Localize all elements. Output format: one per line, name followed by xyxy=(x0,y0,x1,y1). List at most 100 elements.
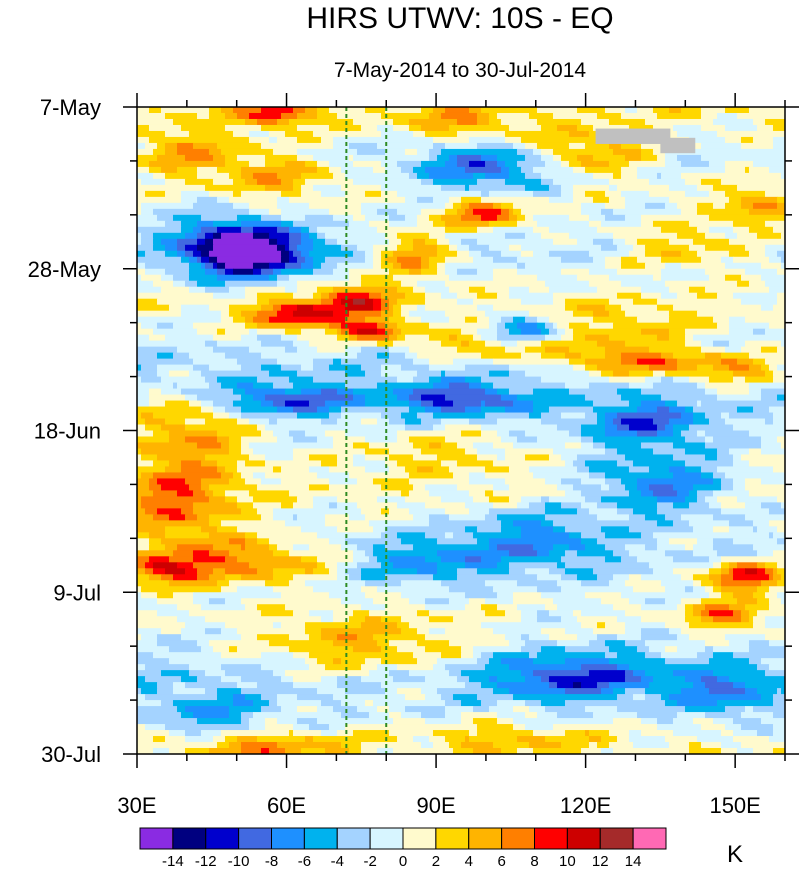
contour-cell xyxy=(549,610,574,617)
contour-cell xyxy=(721,748,738,754)
contour-cell xyxy=(421,400,434,408)
contour-cell xyxy=(741,136,754,144)
contour-cell xyxy=(257,682,294,689)
contour-cell xyxy=(625,640,646,647)
contour-cell xyxy=(193,592,282,599)
contour-cell xyxy=(145,190,166,198)
contour-cell xyxy=(141,454,158,462)
contour-cell xyxy=(137,622,186,629)
contour-cell xyxy=(265,394,354,402)
contour-cell xyxy=(561,454,578,462)
contour-cell xyxy=(137,107,150,114)
contour-cell xyxy=(285,604,362,611)
contour-cell xyxy=(749,388,762,396)
contour-cell xyxy=(449,244,458,252)
contour-cell xyxy=(397,160,422,168)
contour-cell xyxy=(361,364,382,372)
contour-cell xyxy=(269,748,286,754)
contour-cell xyxy=(661,268,706,276)
contour-cell xyxy=(449,640,510,647)
contour-cell xyxy=(733,736,770,743)
contour-cell xyxy=(189,352,226,360)
contour-cell xyxy=(429,334,450,342)
contour-cell xyxy=(749,382,785,390)
contour-cell xyxy=(697,490,714,497)
contour-cell xyxy=(509,484,558,492)
contour-cell xyxy=(293,454,310,462)
contour-cell xyxy=(497,154,526,162)
contour-cell xyxy=(141,376,162,384)
contour-cell xyxy=(733,484,746,492)
contour-cell xyxy=(341,298,354,306)
contour-cell xyxy=(229,448,242,456)
contour-cell xyxy=(137,412,142,420)
contour-cell xyxy=(601,598,630,605)
contour-cell xyxy=(137,544,150,551)
contour-cell xyxy=(781,598,785,605)
contour-cell xyxy=(293,406,318,414)
contour-cell xyxy=(565,628,594,635)
contour-cell xyxy=(137,724,146,731)
contour-cell xyxy=(353,454,366,462)
contour-cell xyxy=(669,694,762,701)
contour-cell xyxy=(641,730,674,737)
contour-cell xyxy=(669,466,686,474)
contour-cell xyxy=(325,328,338,336)
contour-cell xyxy=(385,460,398,468)
contour-cell xyxy=(721,502,746,509)
contour-cell xyxy=(597,418,606,426)
contour-cell xyxy=(509,562,558,569)
contour-cell xyxy=(709,568,722,575)
contour-cell xyxy=(581,748,602,754)
contour-cell xyxy=(753,118,766,126)
contour-cell xyxy=(297,304,314,312)
contour-cell xyxy=(773,466,785,474)
x-axis: 30E 60E 90E 120E 150E xyxy=(117,93,786,818)
contour-cell xyxy=(513,718,614,725)
contour-cell xyxy=(373,598,410,605)
y-tick-label: 30-Jul xyxy=(41,742,101,767)
contour-cell xyxy=(301,748,326,754)
contour-cell xyxy=(485,340,502,348)
contour-cell xyxy=(365,700,374,707)
contour-cell xyxy=(293,682,338,689)
contour-cell xyxy=(537,107,578,114)
contour-cell xyxy=(497,676,526,683)
contour-cell xyxy=(461,670,522,677)
contour-cell xyxy=(577,107,606,114)
contour-cell xyxy=(233,107,262,114)
contour-cell xyxy=(385,328,394,336)
contour-cell xyxy=(313,304,346,312)
contour-cell xyxy=(157,610,190,617)
contour-cell xyxy=(701,112,718,120)
contour-cell xyxy=(305,736,314,743)
contour-cell xyxy=(625,107,638,114)
contour-cell xyxy=(413,442,430,450)
contour-cell xyxy=(545,706,586,713)
contour-cell xyxy=(501,520,514,527)
colorbar-label: 12 xyxy=(592,853,609,869)
contour-cell xyxy=(573,364,586,372)
contour-cell xyxy=(697,496,706,503)
contour-cell xyxy=(773,124,785,132)
contour-cell xyxy=(277,244,286,252)
contour-cell xyxy=(173,118,246,126)
contour-cell xyxy=(713,202,726,210)
contour-cell xyxy=(181,628,206,635)
contour-cell xyxy=(701,154,785,162)
contour-cell xyxy=(213,292,246,300)
contour-cell xyxy=(625,688,646,695)
contour-cell xyxy=(357,334,390,342)
contour-cell xyxy=(137,358,194,366)
contour-cell xyxy=(665,154,678,162)
contour-cell xyxy=(553,544,570,551)
contour-cell xyxy=(513,598,554,605)
contour-cell xyxy=(201,226,218,234)
contour-cell xyxy=(537,322,546,330)
contour-cell xyxy=(617,460,634,468)
contour-cell xyxy=(269,298,322,306)
contour-cell xyxy=(481,376,542,384)
contour-cell xyxy=(441,184,466,192)
colorbar-swatch xyxy=(205,827,240,850)
contour-cell xyxy=(641,604,678,611)
